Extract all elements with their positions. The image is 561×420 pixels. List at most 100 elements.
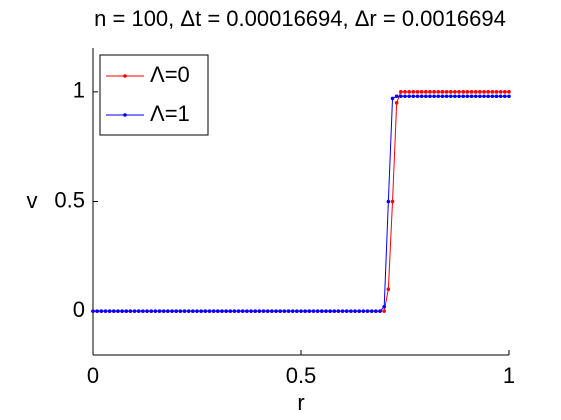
data-point: [378, 309, 382, 313]
data-point: [149, 309, 154, 313]
data-point: [369, 309, 374, 313]
data-point: [382, 309, 387, 313]
data-point: [486, 94, 491, 99]
data-point: [469, 90, 474, 94]
data-point: [507, 90, 511, 94]
data-point: [357, 309, 362, 313]
data-point: [228, 309, 233, 313]
data-point: [419, 90, 424, 94]
data-point: [307, 309, 312, 313]
data-point: [473, 90, 478, 94]
data-point: [282, 309, 287, 313]
legend-label: Λ=1: [150, 101, 190, 126]
x-tick-label: 0: [87, 363, 99, 388]
data-point: [240, 309, 245, 313]
data-point: [465, 90, 470, 94]
x-tick-label: 1: [503, 363, 515, 388]
data-point: [428, 90, 432, 94]
chart-title: n = 100, Δt = 0.00016694, Δr = 0.0016694: [94, 6, 506, 31]
data-point: [145, 309, 149, 313]
data-point: [261, 309, 266, 313]
data-point: [157, 309, 162, 313]
data-point: [415, 90, 420, 94]
data-point: [99, 309, 104, 313]
data-point: [386, 199, 391, 204]
data-point: [278, 309, 283, 313]
data-point: [349, 309, 353, 313]
y-axis-label: v: [27, 188, 38, 213]
data-point: [257, 309, 262, 313]
data-point: [340, 309, 345, 313]
data-point: [411, 90, 416, 94]
data-point: [407, 90, 411, 94]
data-point: [440, 94, 445, 99]
data-point: [274, 309, 278, 313]
data-point: [415, 94, 420, 99]
data-point: [270, 309, 274, 313]
data-point: [365, 309, 370, 313]
data-point: [436, 94, 441, 99]
legend-marker: [123, 113, 127, 117]
data-point: [432, 94, 436, 99]
data-point: [320, 309, 324, 313]
data-point: [324, 309, 328, 313]
data-point: [390, 96, 395, 101]
data-point: [494, 90, 499, 94]
data-point: [424, 94, 428, 99]
data-point: [448, 90, 453, 94]
legend-label: Λ=0: [150, 62, 190, 87]
data-point: [374, 309, 378, 313]
data-point: [473, 94, 478, 99]
data-point: [95, 309, 99, 313]
data-point: [399, 94, 403, 99]
data-point: [299, 309, 303, 313]
data-point: [120, 309, 124, 313]
data-point: [178, 309, 183, 313]
data-point: [503, 94, 507, 99]
data-point: [207, 309, 212, 313]
data-point: [478, 90, 482, 94]
data-point: [332, 309, 337, 313]
data-point: [153, 309, 158, 313]
data-point: [170, 309, 174, 313]
x-axis-label: r: [297, 390, 304, 415]
data-point: [344, 309, 349, 313]
data-point: [465, 94, 470, 99]
data-point: [453, 90, 457, 94]
data-point: [103, 309, 108, 313]
data-point: [407, 94, 411, 99]
data-point: [174, 309, 178, 313]
data-point: [498, 90, 503, 94]
data-point: [457, 90, 461, 94]
data-point: [336, 309, 341, 313]
data-point: [328, 309, 332, 313]
data-point: [182, 309, 187, 313]
data-point: [461, 94, 466, 99]
data-point: [315, 309, 320, 313]
data-point: [490, 94, 495, 99]
data-point: [199, 309, 203, 313]
data-point: [482, 94, 486, 99]
data-point: [161, 309, 166, 313]
data-point: [186, 309, 191, 313]
x-tick-label: 0.5: [286, 363, 317, 388]
data-point: [432, 90, 436, 94]
y-tick-label: 0.5: [54, 187, 85, 212]
data-point: [498, 94, 503, 99]
data-point: [249, 309, 253, 313]
data-point: [203, 309, 208, 313]
data-point: [444, 94, 449, 99]
data-point: [112, 309, 116, 313]
data-point: [116, 309, 120, 313]
data-point: [141, 309, 145, 313]
data-point: [486, 90, 491, 94]
y-tick-label: 1: [73, 78, 85, 103]
data-point: [353, 309, 357, 313]
data-point: [403, 94, 407, 99]
data-point: [211, 309, 216, 313]
data-point: [503, 90, 507, 94]
data-point: [411, 94, 416, 99]
data-point: [361, 309, 366, 313]
